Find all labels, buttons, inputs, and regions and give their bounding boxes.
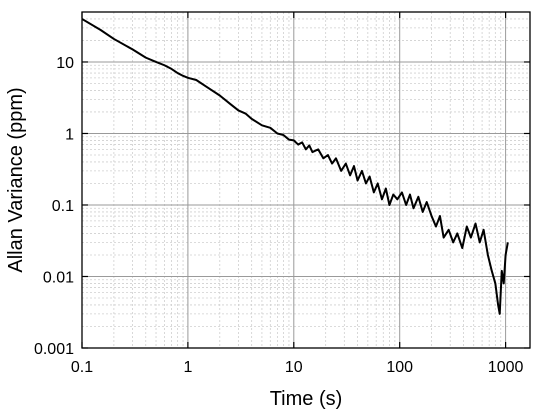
x-tick-label: 0.1 bbox=[71, 359, 93, 376]
x-tick-label: 100 bbox=[386, 359, 413, 376]
x-tick-label: 1 bbox=[183, 359, 192, 376]
y-tick-label: 1 bbox=[65, 126, 74, 143]
y-axis-label: Allan Variance (ppm) bbox=[5, 87, 27, 272]
x-tick-label: 1000 bbox=[488, 359, 524, 376]
plot-frame bbox=[81, 11, 531, 349]
x-tick-label: 10 bbox=[285, 359, 303, 376]
y-tick-label: 10 bbox=[56, 55, 74, 72]
y-tick-label: 0.01 bbox=[43, 269, 74, 286]
y-tick-label: 0.001 bbox=[34, 341, 74, 358]
y-tick-label: 0.1 bbox=[52, 198, 74, 215]
x-axis-label: Time (s) bbox=[270, 388, 343, 410]
data-line bbox=[81, 18, 509, 315]
